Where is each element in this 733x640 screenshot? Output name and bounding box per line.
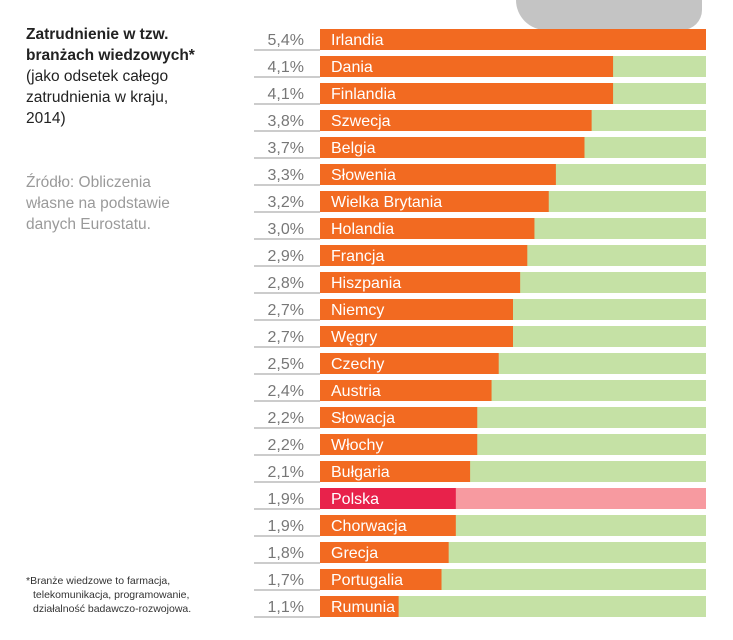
chart-subtitle-line-1: (jako odsetek całego [26, 68, 169, 85]
footnote-line-3: działalność badawczo-rozwojowa. [33, 603, 192, 615]
value-label: 1,9% [268, 518, 304, 535]
bar [320, 29, 706, 50]
category-label: Belgia [331, 140, 376, 157]
source-line-3: danych Eurostatu. [26, 216, 151, 233]
bar [320, 542, 449, 563]
value-label: 2,4% [268, 383, 304, 400]
category-label: Włochy [331, 437, 383, 454]
category-label: Holandia [331, 221, 394, 238]
bar [320, 488, 456, 509]
category-label: Austria [331, 383, 381, 400]
value-label: 4,1% [268, 86, 304, 103]
footnote-mark: * [26, 575, 31, 587]
value-label: 2,5% [268, 356, 304, 373]
chart-subtitle-line-2: zatrudnienia w kraju, [26, 89, 169, 106]
bar-track [320, 596, 706, 617]
value-label: 4,1% [268, 59, 304, 76]
category-label: Czechy [331, 356, 384, 373]
category-label: Szwecja [331, 113, 391, 130]
source-note: Źródło: Obliczenia własne na podstawie d… [26, 172, 216, 235]
bar [320, 515, 456, 536]
category-label: Słowenia [331, 167, 396, 184]
category-label: Hiszpania [331, 275, 401, 292]
chart-title-block: Zatrudnienie w tzw. branżach wiedzowych*… [26, 24, 226, 129]
source-line-2: własne na podstawie [26, 195, 170, 212]
category-label: Wielka Brytania [331, 194, 442, 211]
value-label: 1,1% [268, 599, 304, 616]
bar [320, 596, 399, 617]
value-label: 2,7% [268, 302, 304, 319]
category-label: Irlandia [331, 32, 384, 49]
footnote-line-2: telekomunikacja, programowanie, [33, 589, 190, 601]
category-label: Rumunia [331, 599, 395, 616]
bar [320, 164, 556, 185]
bar [320, 407, 478, 428]
bar [320, 110, 592, 131]
category-label: Polska [331, 491, 379, 508]
bar [320, 191, 549, 212]
bar [320, 380, 492, 401]
bar [320, 569, 442, 590]
chart-subtitle-line-3: 2014) [26, 110, 66, 127]
bar [320, 137, 585, 158]
category-label: Niemcy [331, 302, 384, 319]
bar [320, 218, 535, 239]
bar [320, 434, 478, 455]
value-label: 3,3% [268, 167, 304, 184]
bar [320, 461, 471, 482]
value-label: 1,8% [268, 545, 304, 562]
value-label: 3,7% [268, 140, 304, 157]
value-label: 1,9% [268, 491, 304, 508]
value-label: 3,2% [268, 194, 304, 211]
source-line-1: Źródło: Obliczenia [26, 174, 151, 191]
value-label: 3,0% [268, 221, 304, 238]
bar [320, 299, 513, 320]
decorative-shape [516, 0, 702, 30]
category-label: Bułgaria [331, 464, 390, 481]
value-label: 2,7% [268, 329, 304, 346]
chart-title-line-2: branżach wiedzowych* [26, 47, 195, 64]
footnote-line-1: Branże wiedzowe to farmacja, [30, 575, 171, 587]
category-label: Dania [331, 59, 373, 76]
value-label: 2,2% [268, 437, 304, 454]
value-label: 2,2% [268, 410, 304, 427]
category-label: Słowacja [331, 410, 395, 427]
bar [320, 83, 614, 104]
value-label: 2,9% [268, 248, 304, 265]
category-label: Węgry [331, 329, 377, 346]
value-label: 3,8% [268, 113, 304, 130]
category-label: Portugalia [331, 572, 403, 589]
bar [320, 245, 528, 266]
category-label: Chorwacja [331, 518, 407, 535]
value-label: 5,4% [268, 32, 304, 49]
bar [320, 326, 513, 347]
chart-title-line-1: Zatrudnienie w tzw. [26, 26, 169, 43]
footnote: *Branże wiedzowe to farmacja, telekomuni… [26, 574, 226, 616]
value-label: 2,1% [268, 464, 304, 481]
value-label: 2,8% [268, 275, 304, 292]
bar [320, 56, 614, 77]
bar [320, 353, 499, 374]
bar [320, 272, 521, 293]
category-label: Finlandia [331, 86, 396, 103]
category-label: Francja [331, 248, 384, 265]
category-label: Grecja [331, 545, 378, 562]
value-label: 1,7% [268, 572, 304, 589]
